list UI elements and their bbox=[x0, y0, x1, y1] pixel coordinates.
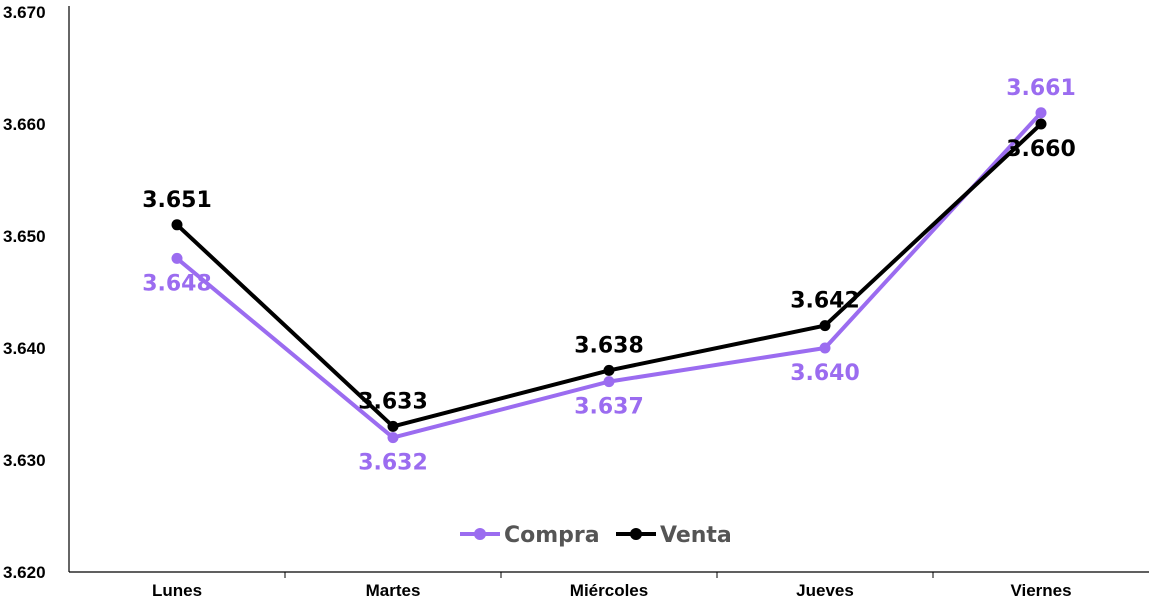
data-point bbox=[1035, 118, 1047, 130]
data-label: 3.660 bbox=[1006, 137, 1076, 162]
x-tick-label: Miércoles bbox=[570, 581, 648, 600]
y-tick-label: 3.630 bbox=[3, 451, 46, 470]
data-label: 3.633 bbox=[358, 389, 428, 414]
data-point bbox=[819, 342, 831, 354]
series-line bbox=[175, 111, 1043, 440]
series-layer bbox=[171, 107, 1047, 444]
data-label: 3.640 bbox=[790, 361, 860, 386]
series-compra bbox=[171, 107, 1047, 444]
data-label: 3.638 bbox=[574, 333, 644, 358]
legend-swatch-marker bbox=[474, 528, 486, 540]
data-label: 3.637 bbox=[574, 395, 644, 420]
data-label: 3.651 bbox=[142, 188, 212, 213]
data-point bbox=[171, 252, 183, 264]
data-point bbox=[819, 320, 831, 332]
data-point bbox=[171, 219, 183, 231]
y-tick-label: 3.670 bbox=[3, 3, 46, 22]
data-label: 3.642 bbox=[790, 289, 860, 314]
data-point bbox=[387, 432, 399, 444]
data-point bbox=[387, 420, 399, 432]
data-point bbox=[603, 376, 615, 388]
data-point bbox=[603, 364, 615, 376]
legend: Compra Venta bbox=[460, 523, 732, 548]
y-tick-label: 3.620 bbox=[3, 563, 46, 582]
data-label: 3.632 bbox=[358, 451, 428, 476]
data-label: 3.661 bbox=[1006, 76, 1076, 101]
x-tick-label: Martes bbox=[366, 581, 421, 600]
axes bbox=[68, 6, 1149, 573]
x-axis-ticks: Lunes Martes Miércoles Jueves Viernes bbox=[152, 572, 1072, 600]
x-tick-label: Jueves bbox=[796, 581, 854, 600]
y-axis-ticks: 3.620 3.630 3.640 3.650 3.660 3.670 bbox=[3, 3, 46, 582]
series-venta bbox=[171, 118, 1047, 432]
legend-label: Venta bbox=[660, 523, 732, 548]
data-labels: 3.648 3.632 3.637 3.640 3.661 3.651 3.633 3.638… bbox=[142, 76, 1076, 476]
y-tick-label: 3.650 bbox=[3, 227, 46, 246]
x-tick-label: Viernes bbox=[1010, 581, 1071, 600]
data-label: 3.648 bbox=[142, 271, 212, 296]
data-point bbox=[1035, 107, 1047, 119]
x-tick-label: Lunes bbox=[152, 581, 202, 600]
y-tick-label: 3.660 bbox=[3, 115, 46, 134]
y-tick-label: 3.640 bbox=[3, 339, 46, 358]
legend-label: Compra bbox=[504, 523, 600, 548]
legend-swatch-marker bbox=[630, 528, 642, 540]
